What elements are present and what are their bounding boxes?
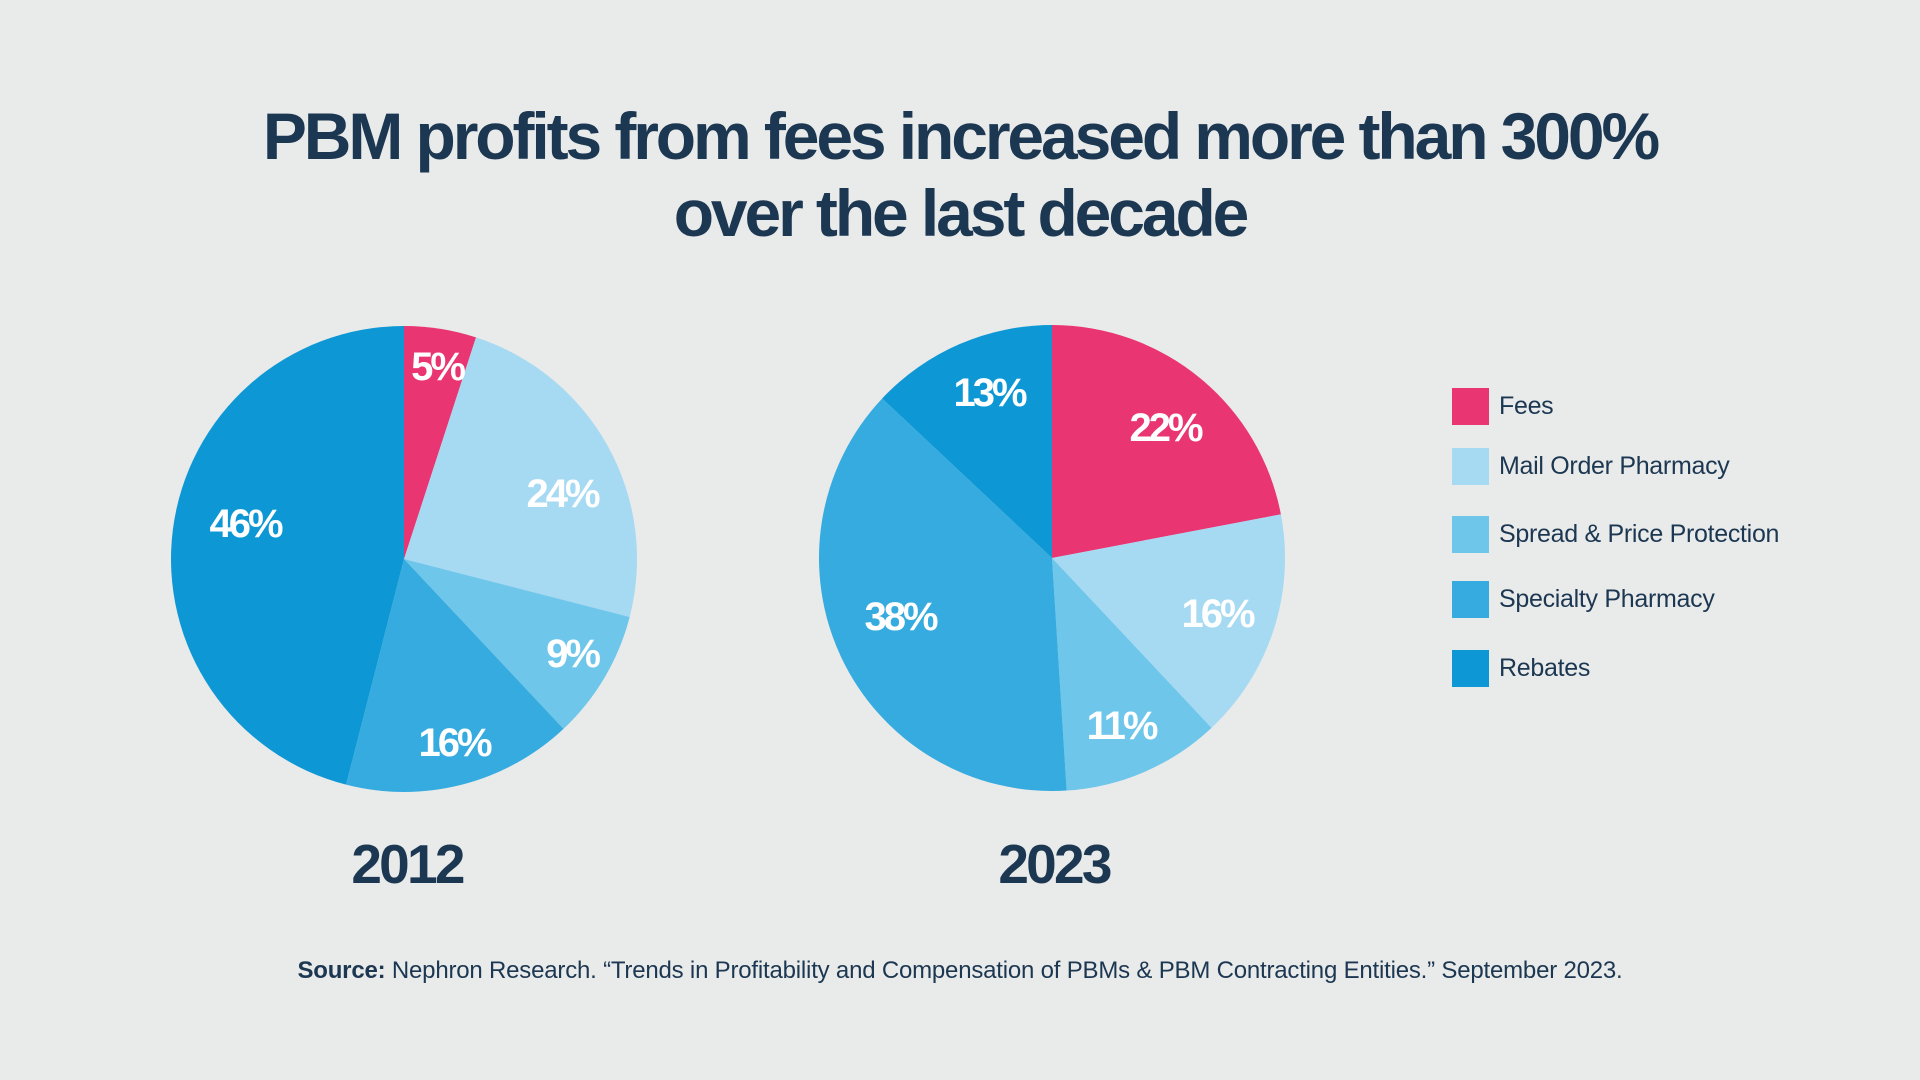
svg-text:16%: 16% (418, 721, 491, 765)
svg-text:5%: 5% (411, 345, 465, 389)
svg-text:9%: 9% (546, 632, 600, 676)
svg-text:24%: 24% (526, 472, 599, 516)
svg-text:22%: 22% (1129, 406, 1202, 450)
svg-text:46%: 46% (209, 502, 282, 546)
svg-text:13%: 13% (953, 371, 1026, 415)
svg-text:16%: 16% (1181, 592, 1254, 636)
svg-text:11%: 11% (1087, 704, 1158, 748)
svg-text:38%: 38% (864, 595, 937, 639)
